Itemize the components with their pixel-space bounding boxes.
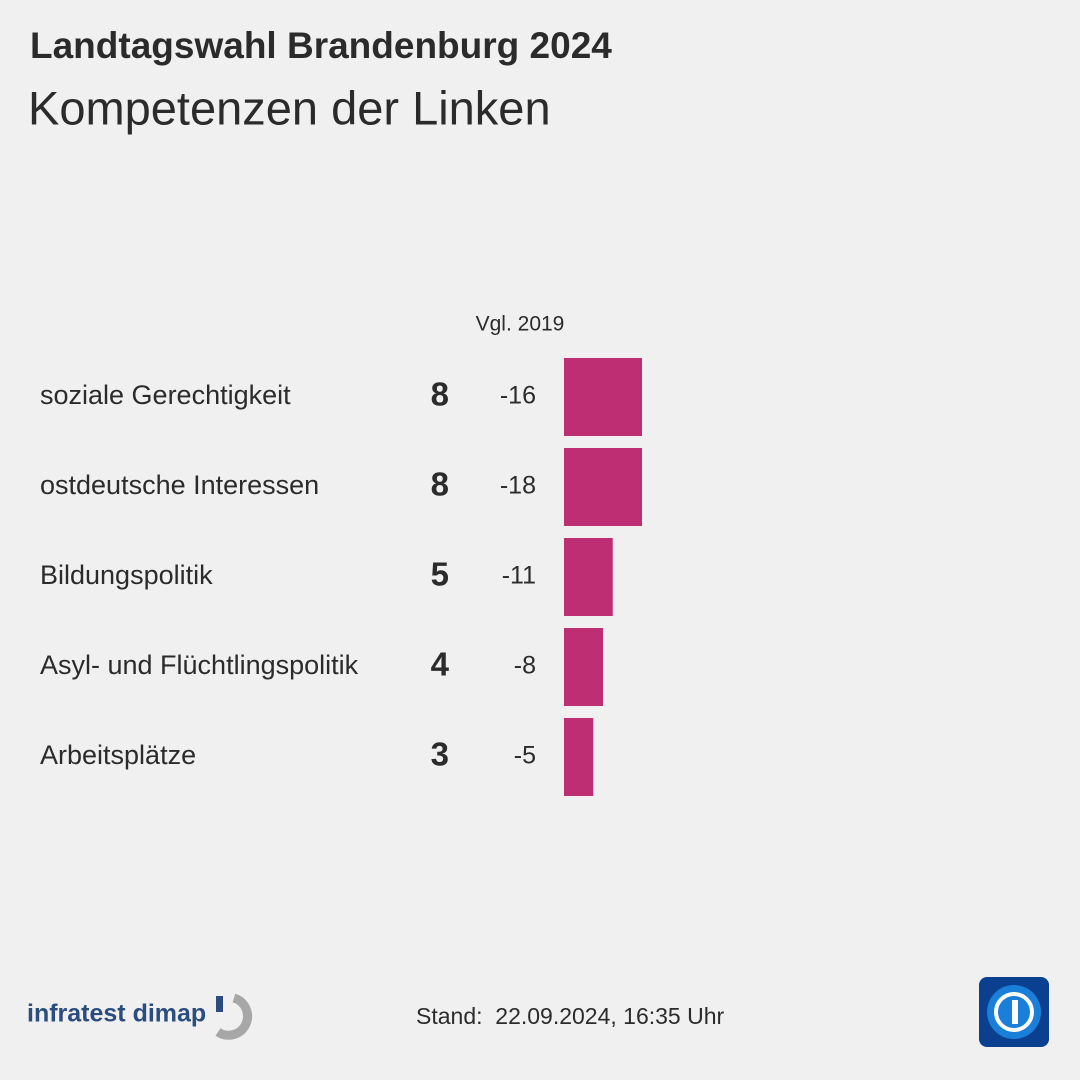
change-label: -5 [514,742,536,770]
rows: soziale Gerechtigkeit 8 -16 ostdeutsche Int… [40,358,642,796]
broadcaster-logo [979,977,1049,1047]
bar [564,358,642,436]
chart-title: Landtagswahl Brandenburg 2024 [30,25,612,66]
chart-subtitle: Kompetenzen der Linken [28,81,551,134]
stand-date: Stand: 22.09.2024, 16:35 Uhr [416,1003,725,1029]
bar [564,448,642,526]
change-header: Vgl. 2019 [476,313,565,336]
bar [564,718,594,796]
change-label: -18 [500,472,536,500]
category-label: Bildungspolitik [40,560,213,590]
category-label: ostdeutsche Interessen [40,470,319,500]
value-label: 3 [431,736,449,773]
source-logo-text: infratest dimap [27,1000,206,1028]
source-logo-icon [215,993,253,1040]
change-label: -16 [500,382,536,410]
value-label: 8 [431,376,449,413]
value-label: 5 [431,556,449,593]
category-label: soziale Gerechtigkeit [40,380,291,410]
value-label: 8 [431,466,449,503]
value-label: 4 [431,646,450,683]
category-label: Arbeitsplätze [40,740,196,770]
change-label: -8 [514,652,536,680]
category-label: Asyl- und Flüchtlingspolitik [40,650,359,680]
bar [564,628,603,706]
bar [564,538,613,616]
change-label: -11 [502,562,536,590]
